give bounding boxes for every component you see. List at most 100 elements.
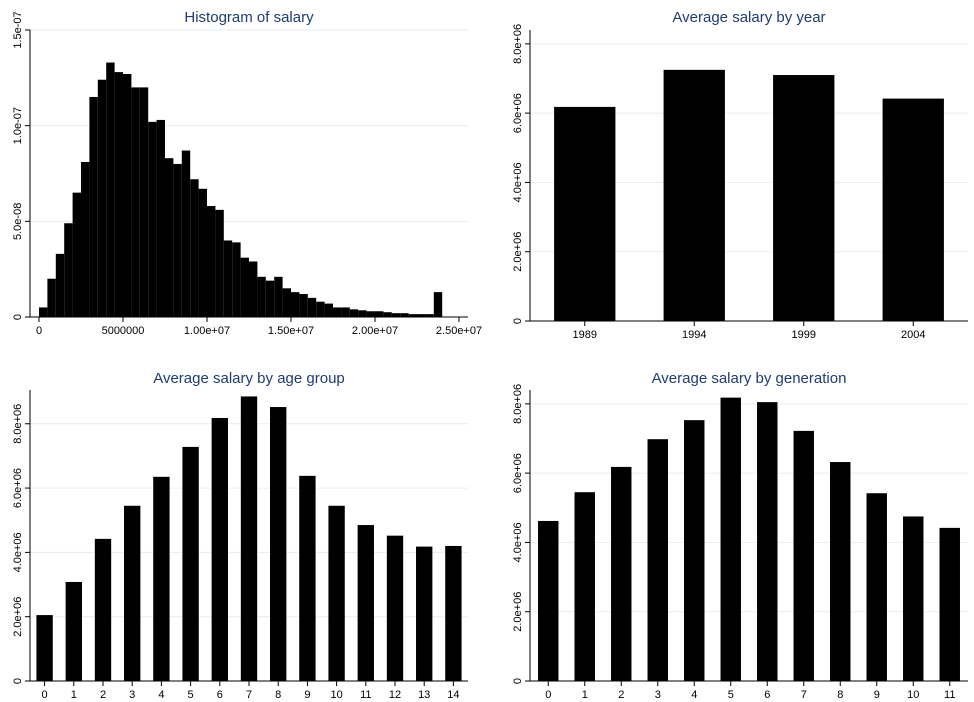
x-tick-label: 11 (360, 689, 371, 701)
x-tick-label: 10 (907, 689, 919, 701)
x-tick-label: 5 (728, 689, 734, 701)
y-tick-label: 0 (512, 318, 524, 324)
x-tick-label: 1994 (682, 329, 706, 341)
bar (720, 397, 741, 681)
histogram-bar (89, 96, 98, 317)
bar (684, 420, 705, 681)
age-group-chart-title: Average salary by age group (153, 370, 345, 387)
histogram-bar (47, 278, 56, 317)
x-tick-label: 2.00e+07 (352, 325, 398, 337)
histogram-bar (215, 209, 224, 317)
bar (574, 492, 595, 681)
year-chart-title: Average salary by year (672, 9, 825, 26)
x-tick-label: 4 (691, 689, 697, 701)
y-tick-label: 2.0e+06 (512, 592, 524, 632)
x-tick-label: 3 (655, 689, 661, 701)
histogram-bar (207, 206, 216, 317)
x-tick-label: 2004 (901, 329, 925, 341)
histogram-bar (97, 79, 107, 317)
histogram-bar (198, 188, 207, 317)
x-tick-label: 6 (217, 689, 223, 701)
histogram-bar (249, 261, 258, 317)
x-tick-label: 2 (618, 689, 624, 701)
histogram-bar (358, 310, 367, 317)
x-tick-label: 14 (447, 689, 459, 701)
histogram-bar (257, 276, 266, 317)
histogram-bar (265, 280, 275, 317)
x-tick-label: 6 (764, 689, 770, 701)
x-tick-label: 1 (71, 689, 77, 701)
x-tick-label: 1989 (573, 329, 597, 341)
bar (416, 546, 433, 681)
histogram-bar (190, 179, 199, 317)
x-tick-label: 9 (874, 689, 880, 701)
bar (153, 476, 170, 681)
bar (328, 505, 345, 681)
histogram-bar (433, 292, 443, 317)
bar (299, 475, 316, 681)
histogram-bar (349, 309, 359, 317)
histogram-bar (81, 162, 90, 317)
y-tick-label: 6.0e+06 (512, 453, 524, 493)
y-tick-label: 4.0e+06 (512, 162, 524, 202)
y-tick-label: 4.0e+06 (512, 522, 524, 562)
y-tick-label: 8.0e+06 (512, 384, 524, 424)
histogram-bar (114, 72, 123, 318)
histogram-bar (240, 257, 249, 317)
histogram-bar (181, 150, 191, 317)
bar (270, 407, 287, 681)
bar (903, 516, 924, 681)
y-tick-label: 8.0e+06 (512, 24, 524, 64)
bar (36, 615, 53, 681)
bar (663, 69, 725, 321)
x-tick-label: 2.50e+07 (436, 325, 482, 337)
bar (182, 446, 199, 681)
bar (866, 493, 887, 681)
histogram-bar (400, 313, 409, 317)
bar (538, 520, 559, 681)
bar (939, 527, 960, 681)
bar (611, 466, 632, 681)
x-tick-label: 1999 (792, 329, 816, 341)
histogram-bar (383, 312, 392, 317)
histogram-bar (64, 223, 73, 317)
x-tick-label: 13 (418, 689, 430, 701)
x-tick-label: 5000000 (102, 325, 145, 337)
bar (793, 430, 814, 681)
bar (94, 538, 112, 681)
y-tick-label: 4.0e+06 (12, 532, 24, 572)
x-tick-label: 4 (158, 689, 164, 701)
y-tick-label: 6.0e+06 (512, 93, 524, 133)
bar (773, 75, 835, 322)
generation-chart-title: Average salary by generation (652, 370, 847, 387)
y-tick-label: 6.0e+06 (12, 468, 24, 508)
histogram-bar (106, 62, 115, 317)
histogram-bar (307, 297, 317, 317)
histogram-bar (341, 307, 350, 317)
x-tick-label: 5 (188, 689, 194, 701)
x-tick-label: 3 (129, 689, 135, 701)
y-tick-label: 1.5e-07 (12, 11, 24, 48)
histogram-bar (274, 276, 283, 317)
histogram-bar (417, 314, 426, 317)
year-panel: Average salary by year 0 2.0e+06 4.0e+06 6.… (512, 9, 968, 341)
histogram-bar (55, 253, 65, 317)
histogram-bar (223, 240, 233, 317)
bar (386, 535, 404, 681)
y-tick-label: 2.0e+06 (512, 232, 524, 272)
histogram-bar (391, 313, 401, 317)
y-tick-label: 0 (12, 678, 24, 684)
histogram-title: Histogram of salary (184, 9, 314, 26)
histogram-bar (299, 294, 308, 317)
histogram-bar (139, 87, 149, 318)
histogram-bar (425, 314, 434, 317)
histogram-bar (173, 163, 182, 317)
bar (211, 417, 228, 681)
x-tick-label: 1.00e+07 (184, 325, 230, 337)
histogram-bar (375, 311, 384, 317)
x-tick-label: 0 (36, 325, 42, 337)
bar (757, 402, 778, 681)
y-tick-label: 0 (512, 678, 524, 684)
x-tick-label: 2 (100, 689, 106, 701)
